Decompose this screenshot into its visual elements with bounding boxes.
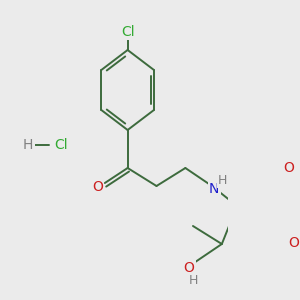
Text: O: O xyxy=(184,261,195,275)
Text: H: H xyxy=(189,274,198,286)
Text: Cl: Cl xyxy=(55,138,68,152)
Text: H: H xyxy=(218,173,227,187)
Text: O: O xyxy=(288,236,299,250)
Text: O: O xyxy=(92,180,103,194)
Text: H: H xyxy=(23,138,33,152)
Text: N: N xyxy=(209,182,219,196)
Text: Cl: Cl xyxy=(121,25,134,39)
Text: O: O xyxy=(283,161,294,175)
